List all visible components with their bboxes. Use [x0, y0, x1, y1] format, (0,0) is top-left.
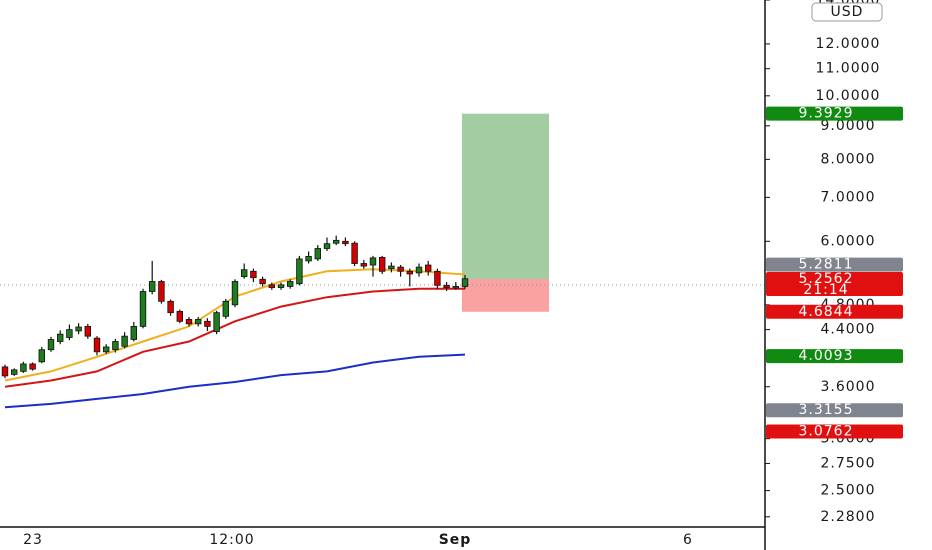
price-badge — [766, 271, 903, 296]
candle-body — [268, 284, 275, 288]
price-badge-label: 4.6844 — [799, 304, 854, 320]
candle-body — [286, 281, 294, 287]
y-tick-label: 2.2800 — [821, 509, 876, 525]
candle-body — [139, 291, 147, 327]
candle-body — [130, 325, 137, 340]
candle-body — [213, 312, 220, 332]
candle-body — [75, 326, 82, 332]
y-tick-label: 6.0000 — [821, 233, 876, 249]
candle-body — [112, 341, 119, 351]
profit-zone — [462, 113, 549, 279]
candle-body — [10, 369, 18, 375]
candle-body — [20, 363, 27, 372]
candle-body — [415, 266, 423, 274]
candle-body — [452, 286, 459, 289]
y-tick-label: 12.0000 — [816, 36, 881, 52]
price-badge — [766, 106, 903, 121]
countdown: 21:14 — [803, 282, 848, 298]
x-tick-label: Sep — [439, 532, 472, 548]
y-tick-label: 10.0000 — [816, 88, 881, 104]
plot-area — [0, 113, 765, 409]
currency-box[interactable] — [811, 2, 883, 22]
candle-body — [461, 278, 469, 287]
candle-body — [194, 319, 202, 325]
y-tick-label: 8.0000 — [821, 151, 876, 167]
price-badge — [766, 424, 903, 439]
candle-body — [342, 240, 349, 245]
candle-body — [47, 339, 55, 351]
price-badge-label: 3.0762 — [799, 424, 854, 440]
candle-body — [148, 281, 156, 292]
candle-body — [176, 311, 183, 322]
candle-body — [38, 349, 45, 363]
moving-average — [4, 353, 466, 409]
candle-body — [93, 337, 101, 353]
candle-body — [250, 270, 257, 279]
price-axis: 14.000012.000011.000010.00009.00008.0000… — [765, 0, 903, 525]
candle-body — [314, 248, 321, 260]
y-tick-label: 9.0000 — [821, 118, 876, 134]
candle-body — [29, 363, 36, 370]
candle-body — [305, 255, 312, 262]
candle-body — [158, 281, 165, 302]
y-tick-label: 3.6000 — [821, 379, 876, 395]
candle-body — [351, 242, 358, 264]
candle-body — [240, 269, 248, 278]
candle-body — [332, 239, 340, 244]
candle-body — [121, 335, 128, 347]
loss-zone — [462, 278, 549, 312]
currency-label[interactable]: USD — [831, 4, 864, 20]
price-badge — [766, 257, 903, 272]
candle-body — [424, 264, 432, 272]
candle-body — [222, 300, 229, 317]
price-badge — [766, 349, 903, 364]
candle-body — [57, 333, 64, 342]
candle-body — [388, 265, 395, 270]
candle-body — [1, 366, 9, 377]
candle-body — [323, 243, 331, 249]
price-badge-label: 5.2562 — [799, 271, 854, 287]
candle-body — [167, 300, 174, 314]
price-badge-label: 9.3929 — [799, 106, 854, 122]
candle-body — [369, 257, 377, 266]
y-tick-label: 2.5000 — [821, 483, 876, 499]
price-badge-label: 4.0093 — [799, 348, 854, 364]
candle-body — [360, 263, 367, 267]
candle-body — [406, 270, 413, 275]
candle-body — [66, 329, 73, 338]
y-tick-label: 4.4000 — [821, 322, 876, 338]
candle-body — [231, 281, 239, 306]
candle-body — [378, 256, 386, 272]
price-badge — [766, 304, 903, 319]
x-tick-label: 23 — [23, 532, 43, 548]
price-badge — [766, 403, 903, 418]
y-tick-label: 7.0000 — [821, 189, 876, 205]
candle-body — [277, 284, 285, 288]
candle-body — [84, 325, 91, 337]
y-tick-label: 2.7500 — [821, 455, 876, 471]
price-badge-label: 5.2811 — [799, 257, 854, 273]
price-badge-label: 3.3155 — [799, 402, 854, 418]
candle-body — [259, 278, 266, 285]
candle-body — [296, 258, 303, 285]
candle-body — [185, 319, 193, 325]
candle-body — [204, 320, 211, 327]
y-tick-label: 11.0000 — [816, 61, 881, 77]
candle-body — [397, 266, 404, 272]
candle-body — [443, 284, 450, 288]
x-tick-label: 12:00 — [209, 532, 254, 548]
moving-average — [4, 287, 465, 388]
candle-body — [103, 346, 110, 353]
x-tick-label: 6 — [683, 532, 693, 548]
candle-body — [434, 270, 441, 286]
